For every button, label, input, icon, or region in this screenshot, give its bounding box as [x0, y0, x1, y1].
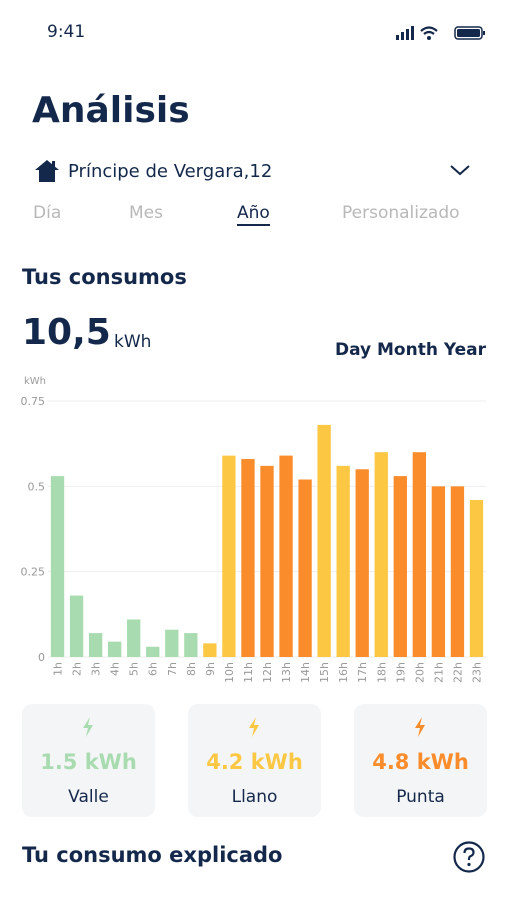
x-tick-label: 5h [128, 662, 141, 676]
tab[interactable]: Año [237, 203, 270, 226]
bar [203, 643, 217, 657]
x-tick-label: 10h [223, 662, 236, 683]
bar [50, 476, 65, 657]
bolt-icon [415, 717, 425, 737]
x-tick-label: 1h [52, 662, 65, 676]
bar [107, 641, 122, 657]
bar [374, 452, 388, 657]
bolt [415, 717, 425, 737]
y-tick-label: 0 [38, 651, 45, 664]
bar [393, 476, 407, 657]
card[interactable]: 1.5 kWh Valle [22, 704, 155, 817]
tab[interactable]: Mes [129, 203, 163, 223]
x-tick-label: 19h [394, 662, 407, 683]
tab[interactable]: Día [33, 203, 62, 223]
y-axis-title: kWh [24, 376, 46, 387]
bar [260, 465, 274, 657]
x-tick-label: 3h [90, 662, 103, 676]
card-label: Punta [396, 787, 445, 807]
status-icons [396, 26, 485, 40]
card[interactable]: 4.2 kWh Llano [188, 704, 321, 817]
x-tick-label: 6h [147, 662, 160, 676]
page-title: Análisis [32, 90, 190, 131]
bar [88, 633, 103, 657]
chart: kWh 0 0.25 0.5 0.75 1h 2h 3h 4h 5h 6h 7h 8h 9h 10h 11h… [21, 376, 486, 683]
x-tick-label: 21h [432, 662, 445, 683]
card-value: 4.2 kWh [206, 750, 303, 774]
tab[interactable]: Personalizado [342, 203, 460, 223]
bolt-icon [249, 717, 259, 737]
bolt [83, 717, 93, 737]
bar [279, 455, 293, 657]
card[interactable]: 4.8 kWh Punta [354, 704, 487, 817]
x-tick-label: 7h [166, 662, 179, 676]
card-value: 4.8 kWh [372, 750, 469, 774]
x-tick-label: 15h [318, 662, 331, 683]
x-tick-label: 18h [375, 662, 388, 683]
x-tick-label: 22h [451, 662, 464, 683]
help-icon[interactable] [452, 840, 486, 874]
bar [222, 455, 236, 657]
bar [469, 499, 484, 657]
x-tick-label: 14h [299, 662, 312, 683]
x-tick-label: 9h [204, 662, 217, 676]
x-tick-label: 4h [109, 662, 122, 676]
bar [241, 459, 255, 657]
x-tick-label: 17h [356, 662, 369, 683]
bar [450, 486, 465, 657]
bolt-icon [83, 717, 93, 737]
y-tick-label: 0.25 [21, 566, 46, 579]
chevron-down[interactable] [449, 163, 471, 177]
footer-title: Tu consumo explicado [22, 843, 283, 867]
period-selector[interactable]: Day Month Year [334, 340, 486, 360]
bar [298, 479, 312, 657]
x-tick-label: 23h [470, 662, 483, 683]
x-tick-label: 2h [71, 662, 84, 676]
section-title: Tus consumos [22, 265, 187, 289]
status-time: 9:41 [47, 22, 86, 42]
bar [146, 646, 160, 657]
bar [165, 629, 179, 657]
bar [412, 452, 427, 657]
x-tick-label: 16h [337, 662, 350, 683]
total-value: 10,5 [22, 312, 111, 353]
bolt [249, 717, 259, 737]
x-tick-label: 11h [242, 662, 255, 683]
y-tick-label: 0.5 [28, 480, 46, 493]
home-icon [35, 160, 59, 182]
bar [355, 469, 369, 657]
card-label: Llano [231, 787, 278, 807]
bar [317, 424, 331, 657]
bar [431, 486, 446, 657]
card-label: Valle [68, 787, 109, 807]
bar [69, 595, 84, 657]
bar [127, 619, 141, 657]
total-unit: kWh [114, 332, 152, 352]
x-tick-label: 8h [185, 662, 198, 676]
x-tick-label: 13h [280, 662, 293, 683]
bar [336, 465, 350, 657]
x-tick-label: 20h [413, 662, 426, 683]
x-tick-label: 12h [261, 662, 274, 683]
bar [184, 633, 198, 657]
card-value: 1.5 kWh [40, 750, 137, 774]
address[interactable]: Príncipe de Vergara,12 [68, 161, 273, 182]
y-tick-label: 0.75 [21, 395, 46, 408]
